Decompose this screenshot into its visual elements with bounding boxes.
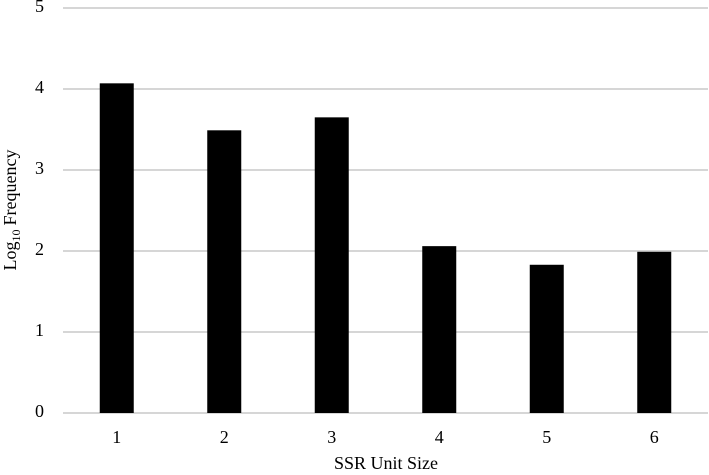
x-tick-label: 4	[435, 427, 444, 447]
y-tick-label: 5	[35, 0, 44, 16]
x-tick-label: 3	[327, 427, 336, 447]
bar	[207, 130, 242, 413]
y-tick-label: 1	[35, 320, 44, 340]
x-tick-label: 5	[542, 427, 551, 447]
bar	[422, 246, 457, 413]
y-axis-title-subscript: 10	[9, 229, 23, 241]
x-tick-label: 1	[112, 427, 121, 447]
x-tick-label: 6	[650, 427, 659, 447]
y-tick-label: 2	[35, 239, 44, 259]
bar	[314, 117, 349, 413]
bar	[529, 264, 564, 413]
y-axis-title-base: Log	[0, 241, 20, 270]
y-tick-label: 4	[35, 77, 44, 97]
x-tick-label: 2	[220, 427, 229, 447]
y-axis-title: Log10 Frequency	[0, 150, 23, 271]
x-axis-title: SSR Unit Size	[334, 453, 438, 473]
bar	[637, 251, 672, 413]
y-tick-label: 3	[35, 158, 44, 178]
y-tick-label: 0	[35, 401, 44, 421]
y-axis-title-rest: Frequency	[0, 150, 20, 226]
bar	[99, 83, 134, 413]
